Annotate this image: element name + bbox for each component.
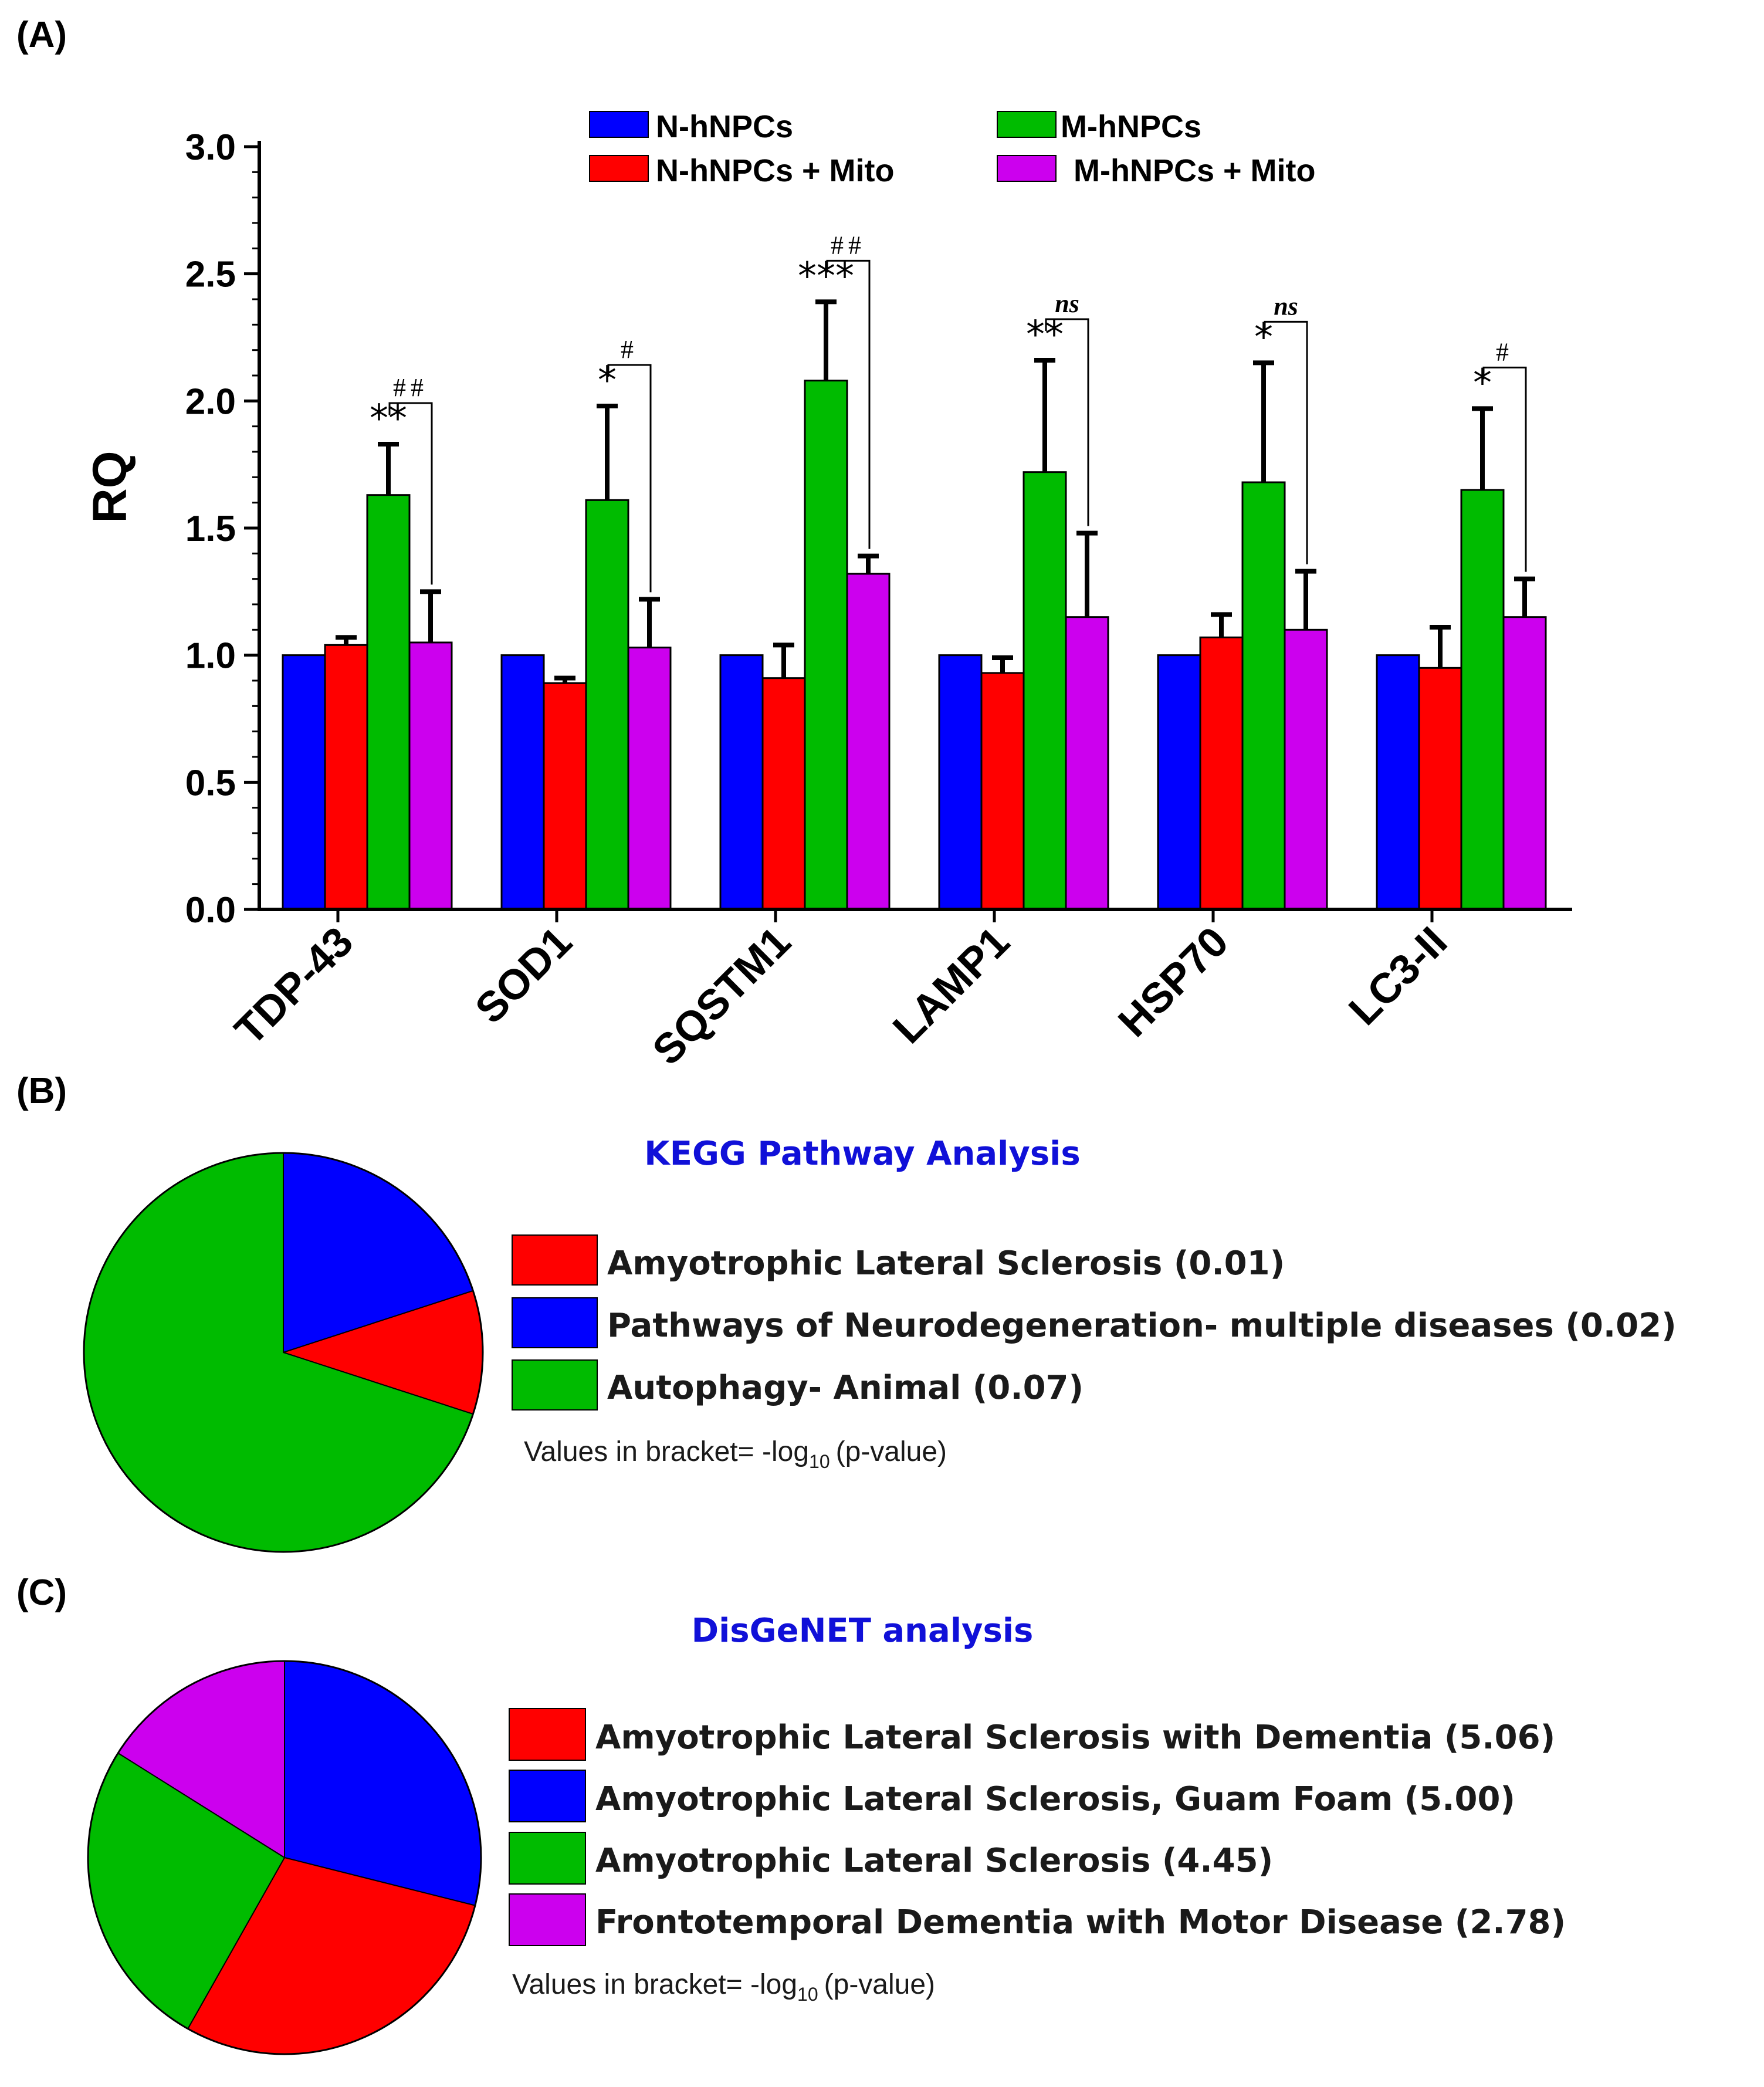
y-tick-label-2-5: 2.5 <box>185 255 236 295</box>
comparison-label-tdp-43: ## <box>393 373 428 402</box>
disgenet-legend-swatch-als <box>509 1832 586 1885</box>
kegg-outline <box>83 1152 484 1553</box>
category-label-sqstm1: SQSTM1 <box>644 918 800 1074</box>
comparison-label-hsp70: ns <box>1274 292 1298 320</box>
bar-lamp1-m-hnpcs <box>1022 471 1067 911</box>
bar-tdp-43-m-hnpcs-mito <box>408 641 453 911</box>
kegg-legend-swatch-als <box>512 1234 598 1286</box>
disgenet-note: Values in bracket= -log10 (p-value) <box>512 1969 935 2005</box>
kegg-legend-label-autophagy: Autophagy- Animal (0.07) <box>607 1369 1084 1407</box>
disgenet-legend-swatch-ftd <box>509 1893 586 1946</box>
comparison-label-lamp1: ns <box>1055 289 1079 318</box>
bar-hsp70-m-hnpcs-mito <box>1284 628 1328 911</box>
bar-lamp1-n-hnpcs <box>938 654 983 911</box>
disgenet-title: DisGeNET analysis <box>692 1612 1034 1650</box>
legend-label-m-hnpcs: M-hNPCs <box>1061 109 1201 144</box>
kegg-pie-chart: KEGG Pathway Analysis Amyotrophic Latera… <box>83 1135 1677 1553</box>
disgenet-pie <box>87 1660 482 2055</box>
bar-marks: **## *#***##**ns*ns*# <box>282 231 1547 911</box>
bar-lc3-ii-m-hnpcs <box>1460 489 1505 911</box>
y-tick-label-0-5: 0.5 <box>185 763 236 803</box>
bar-hsp70-m-hnpcs <box>1241 481 1286 911</box>
comparison-label-sqstm1: ## <box>831 231 866 259</box>
kegg-title: KEGG Pathway Analysis <box>644 1135 1080 1173</box>
significance-stars-lamp1: ** <box>1026 313 1064 357</box>
panel-label-a: (A) <box>16 15 67 55</box>
comparison-bracket-sod1 <box>607 364 652 593</box>
bar-hsp70-n-hnpcs <box>1157 654 1201 911</box>
bar-lc3-ii-n-hnpcs <box>1376 654 1420 911</box>
significance-stars-hsp70: * <box>1254 316 1273 359</box>
bar-chart: RQ N-hNPCs M-hNPCs N-hNPCs + Mito M-hNPC… <box>83 109 1572 1074</box>
significance-stars-lc3-ii: * <box>1473 361 1492 405</box>
y-axis-title: RQ <box>83 451 137 523</box>
category-label-hsp70: HSP70 <box>1109 918 1237 1046</box>
bar-sod1-n-hnpcs-mito <box>543 682 587 911</box>
bar-hsp70-n-hnpcs-mito <box>1199 636 1244 911</box>
y-tick-label-1-0: 1.0 <box>185 636 236 677</box>
comparison-bracket-tdp-43 <box>388 402 433 585</box>
significance-stars-sqstm1: *** <box>798 255 854 298</box>
comparison-bracket-sqstm1 <box>826 259 871 549</box>
comparison-bracket-lamp1 <box>1045 318 1089 526</box>
bar-tdp-43-n-hnpcs <box>282 654 326 911</box>
legend-swatch-n-hnpcs <box>589 111 649 138</box>
comparison-label-sod1: # <box>621 335 638 364</box>
bar-sqstm1-n-hnpcs-mito <box>761 677 806 911</box>
kegg-legend-label-als: Amyotrophic Lateral Sclerosis (0.01) <box>607 1244 1285 1283</box>
legend-swatch-m-hnpcs-mito <box>997 155 1057 182</box>
y-tick-label-2-0: 2.0 <box>185 381 236 422</box>
bar-lamp1-n-hnpcs-mito <box>980 672 1025 911</box>
disgenet-legend-swatch-als-guam <box>509 1770 586 1822</box>
bar-sod1-n-hnpcs <box>500 654 545 911</box>
significance-stars-sod1: * <box>598 359 617 402</box>
legend-label-n-hnpcs-mito: N-hNPCs + Mito <box>656 153 895 188</box>
bar-sqstm1-m-hnpcs-mito <box>846 573 891 911</box>
panel-label-b: (B) <box>16 1071 67 1111</box>
comparison-bracket-hsp70 <box>1264 320 1308 564</box>
significance-stars-tdp-43: ** <box>370 397 407 441</box>
bar-tdp-43-n-hnpcs-mito <box>324 644 368 911</box>
category-label-lc3-ii: LC3-II <box>1340 918 1456 1034</box>
kegg-pie <box>83 1152 484 1553</box>
kegg-legend-label-neurodegeneration: Pathways of Neurodegeneration- multiple … <box>607 1307 1677 1345</box>
disgenet-legend-label-als-guam: Amyotrophic Lateral Sclerosis, Guam Foam… <box>595 1780 1515 1818</box>
disgenet-legend-label-als: Amyotrophic Lateral Sclerosis (4.45) <box>595 1842 1273 1880</box>
kegg-legend-swatch-neurodegeneration <box>512 1297 598 1348</box>
panel-label-c: (C) <box>16 1572 67 1613</box>
legend-swatch-m-hnpcs <box>997 111 1057 138</box>
y-tick-label-0-0: 0.0 <box>185 890 236 931</box>
disgenet-legend-label-ftd: Frontotemporal Dementia with Motor Disea… <box>595 1903 1566 1941</box>
bar-lamp1-m-hnpcs-mito <box>1065 616 1109 911</box>
disgenet-legend-label-als-dementia: Amyotrophic Lateral Sclerosis with Demen… <box>595 1719 1555 1757</box>
bar-sod1-m-hnpcs-mito <box>627 647 672 911</box>
bar-legend: N-hNPCs M-hNPCs N-hNPCs + Mito M-hNPCs +… <box>589 109 1316 188</box>
disgenet-legend-swatch-als-dementia <box>509 1708 586 1761</box>
bar-lc3-ii-m-hnpcs-mito <box>1502 616 1547 911</box>
bar-sod1-m-hnpcs <box>585 499 629 911</box>
bar-lc3-ii-n-hnpcs-mito <box>1418 667 1462 911</box>
comparison-label-lc3-ii: # <box>1496 337 1514 366</box>
legend-swatch-n-hnpcs-mito <box>589 155 649 182</box>
category-label-sod1: SOD1 <box>466 918 581 1033</box>
legend-label-m-hnpcs-mito: M-hNPCs + Mito <box>1074 153 1316 188</box>
category-label-tdp-43: TDP-43 <box>226 918 362 1054</box>
disgenet-outline <box>87 1660 482 2055</box>
y-tick-label-3-0: 3.0 <box>185 127 236 168</box>
disgenet-pie-chart: DisGeNET analysis Amyotrophic Lateral Sc… <box>87 1612 1566 2055</box>
bar-sqstm1-n-hnpcs <box>719 654 764 911</box>
category-label-lamp1: LAMP1 <box>884 918 1018 1053</box>
kegg-note: Values in bracket= -log10 (p-value) <box>524 1436 947 1472</box>
bar-sqstm1-m-hnpcs <box>804 380 848 911</box>
comparison-bracket-lc3-ii <box>1482 366 1527 572</box>
y-tick-label-1-5: 1.5 <box>185 509 236 549</box>
legend-label-n-hnpcs: N-hNPCs <box>656 109 793 144</box>
bar-tdp-43-m-hnpcs <box>366 494 411 911</box>
kegg-legend-swatch-autophagy <box>512 1359 598 1410</box>
